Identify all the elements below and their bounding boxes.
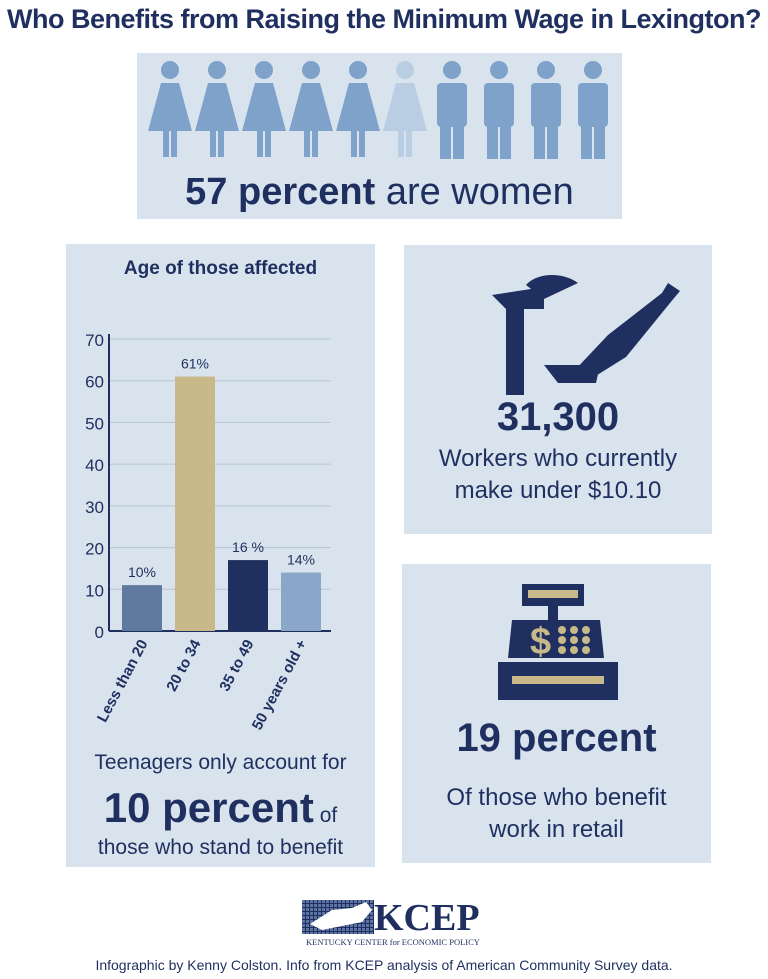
logo-subtitle: KENTUCKY CENTER for ECONOMIC POLICY (306, 937, 480, 947)
man-icon (437, 61, 467, 159)
man-icon (578, 61, 608, 159)
retail-desc-line1: Of those who benefit (446, 784, 667, 811)
women-stat: 57 percent are women (137, 171, 622, 214)
bar (175, 376, 215, 631)
woman-icon (289, 61, 333, 157)
hammer-vacuum-icon (492, 274, 680, 395)
retail-percent: 19 percent (456, 716, 657, 760)
man-icon (484, 61, 514, 159)
women-label: are women (375, 171, 574, 213)
x-category-label: 50 years old + (249, 637, 311, 733)
y-tick-label: 10 (85, 581, 104, 600)
workers-desc-line2: make under $10.10 (454, 477, 662, 504)
woman-icon (242, 61, 286, 157)
bar-value-label: 14% (287, 552, 315, 568)
y-tick-label: 20 (85, 540, 104, 559)
kentucky-map-icon (302, 900, 374, 934)
woman-icon (148, 61, 192, 157)
women-panel: 57 percent are women (137, 53, 622, 219)
woman-icon (195, 61, 239, 157)
people-icons (148, 61, 608, 159)
teen-of: of (313, 804, 338, 827)
workers-desc-line1: Workers who currently (438, 445, 678, 472)
teen-text: Teenagers only account for (94, 751, 347, 774)
workers-panel: 31,300 Workers who currently make under … (404, 245, 712, 534)
woman-icon (383, 61, 427, 157)
man-icon (531, 61, 561, 159)
women-percent: 57 percent (185, 171, 376, 213)
bar (122, 585, 162, 631)
teen-tail-text: those who stand to benefit (97, 836, 344, 859)
x-category-label: 35 to 49 (216, 637, 257, 694)
woman-icon (336, 61, 380, 157)
y-tick-label: 70 (85, 331, 104, 350)
bar-value-label: 10% (128, 564, 156, 580)
credit-line: Infographic by Kenny Colston. Info from … (95, 957, 673, 973)
bar-value-label: 16 % (232, 539, 264, 555)
retail-desc-line2: work in retail (489, 816, 624, 843)
cash-register-icon: $ (498, 584, 618, 700)
logo-name: KCEP (374, 897, 480, 939)
workers-count: 31,300 (496, 395, 620, 439)
bar (228, 560, 268, 631)
x-category-label: 20 to 34 (163, 636, 205, 694)
y-tick-label: 60 (85, 373, 104, 392)
age-panel: Age of those affected 0 10 20 30 40 50 60 70 10%… (66, 244, 375, 867)
teen-percent: 10 percent (103, 784, 314, 831)
y-tick-label: 0 (95, 623, 104, 642)
x-category-label: Less than 20 (94, 637, 152, 725)
kcep-logo: KCEP KENTUCKY CENTER for ECONOMIC POLICY (302, 897, 480, 950)
bar-value-label: 61% (181, 356, 209, 372)
age-chart-title: Age of those affected (123, 258, 318, 279)
teen-stat: 10 percent of (66, 784, 375, 832)
age-bar-chart: 0 10 20 30 40 50 60 70 10% Less than 20 61% 20 to 3… (85, 331, 331, 733)
retail-panel: $ 19 percent Of those who benefit work i… (402, 564, 711, 863)
svg-text:$: $ (530, 621, 551, 663)
y-tick-label: 40 (85, 456, 104, 475)
y-tick-label: 30 (85, 498, 104, 517)
page-title: Who Benefits from Raising the Minimum Wa… (7, 4, 762, 34)
bar (281, 572, 321, 631)
y-tick-label: 50 (85, 414, 104, 433)
